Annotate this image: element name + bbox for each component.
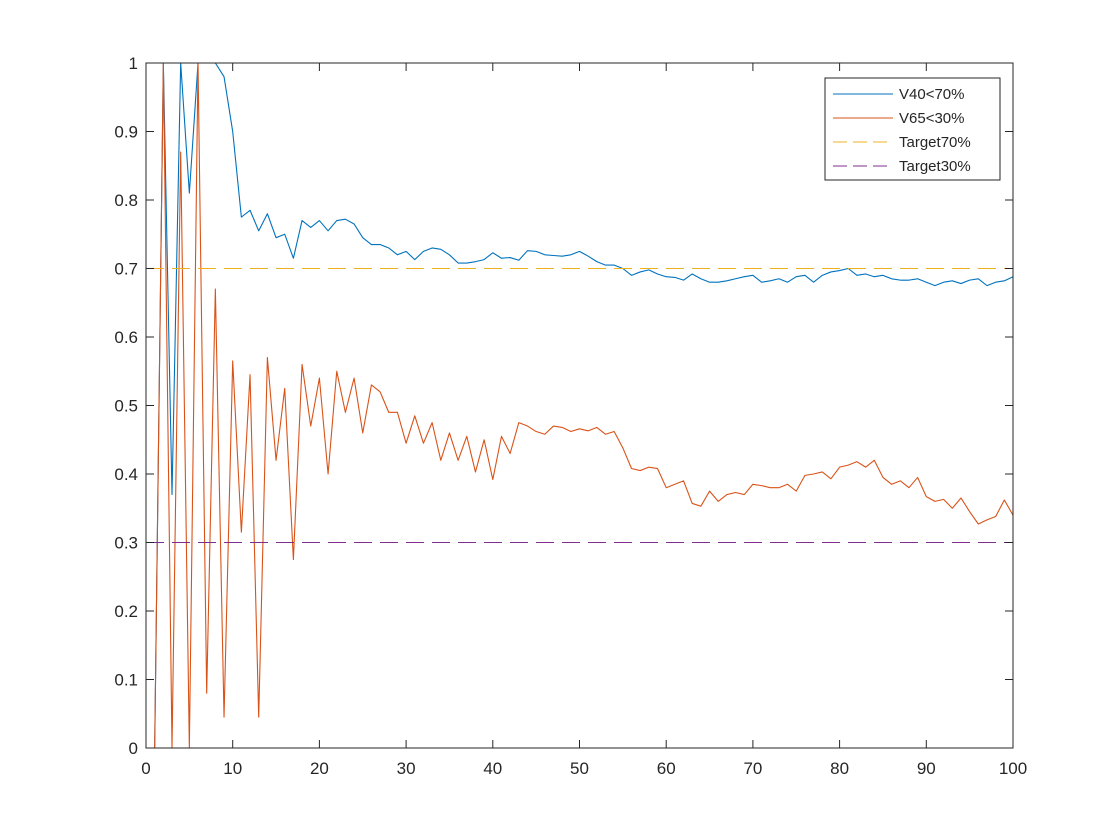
y-tick-label: 0.3 <box>114 534 138 553</box>
series-line-1 <box>154 63 1013 748</box>
plot-area <box>146 63 1013 748</box>
y-tick-label: 0 <box>129 739 138 758</box>
series-line-2 <box>154 63 1013 748</box>
y-tick-label: 0.9 <box>114 123 138 142</box>
y-tick-label: 0.5 <box>114 397 138 416</box>
legend: V40<70% V65<30% Target70% Target30% <box>824 77 1001 181</box>
x-tick-label: 70 <box>743 759 762 778</box>
y-tick-label: 1 <box>129 54 138 73</box>
y-tick-label: 0.7 <box>114 260 138 279</box>
x-tick-label: 60 <box>657 759 676 778</box>
x-tick-label: 0 <box>141 759 150 778</box>
x-tick-label: 90 <box>917 759 936 778</box>
legend-label: V40<70% <box>899 86 964 103</box>
axes: 0 10 20 30 40 50 60 70 80 90 100 0 0.1 0.2 0.3 0.4 0.5 0.… <box>114 54 1027 778</box>
x-tick-label: 20 <box>310 759 329 778</box>
legend-label: Target70% <box>899 134 971 151</box>
x-tick-label: 80 <box>830 759 849 778</box>
y-tick-label: 0.2 <box>114 602 138 621</box>
x-tick-label: 40 <box>483 759 502 778</box>
x-tick-label: 100 <box>999 759 1027 778</box>
x-tick-label: 10 <box>223 759 242 778</box>
legend-label: V65<30% <box>899 110 964 127</box>
legend-box <box>824 77 1001 181</box>
y-tick-label: 0.8 <box>114 191 138 210</box>
y-tick-label: 0.1 <box>114 671 138 690</box>
x-tick-label: 30 <box>397 759 416 778</box>
y-tick-label: 0.4 <box>114 465 138 484</box>
y-tick-label: 0.6 <box>114 328 138 347</box>
legend-label: Target30% <box>899 158 971 175</box>
x-tick-label: 50 <box>570 759 589 778</box>
